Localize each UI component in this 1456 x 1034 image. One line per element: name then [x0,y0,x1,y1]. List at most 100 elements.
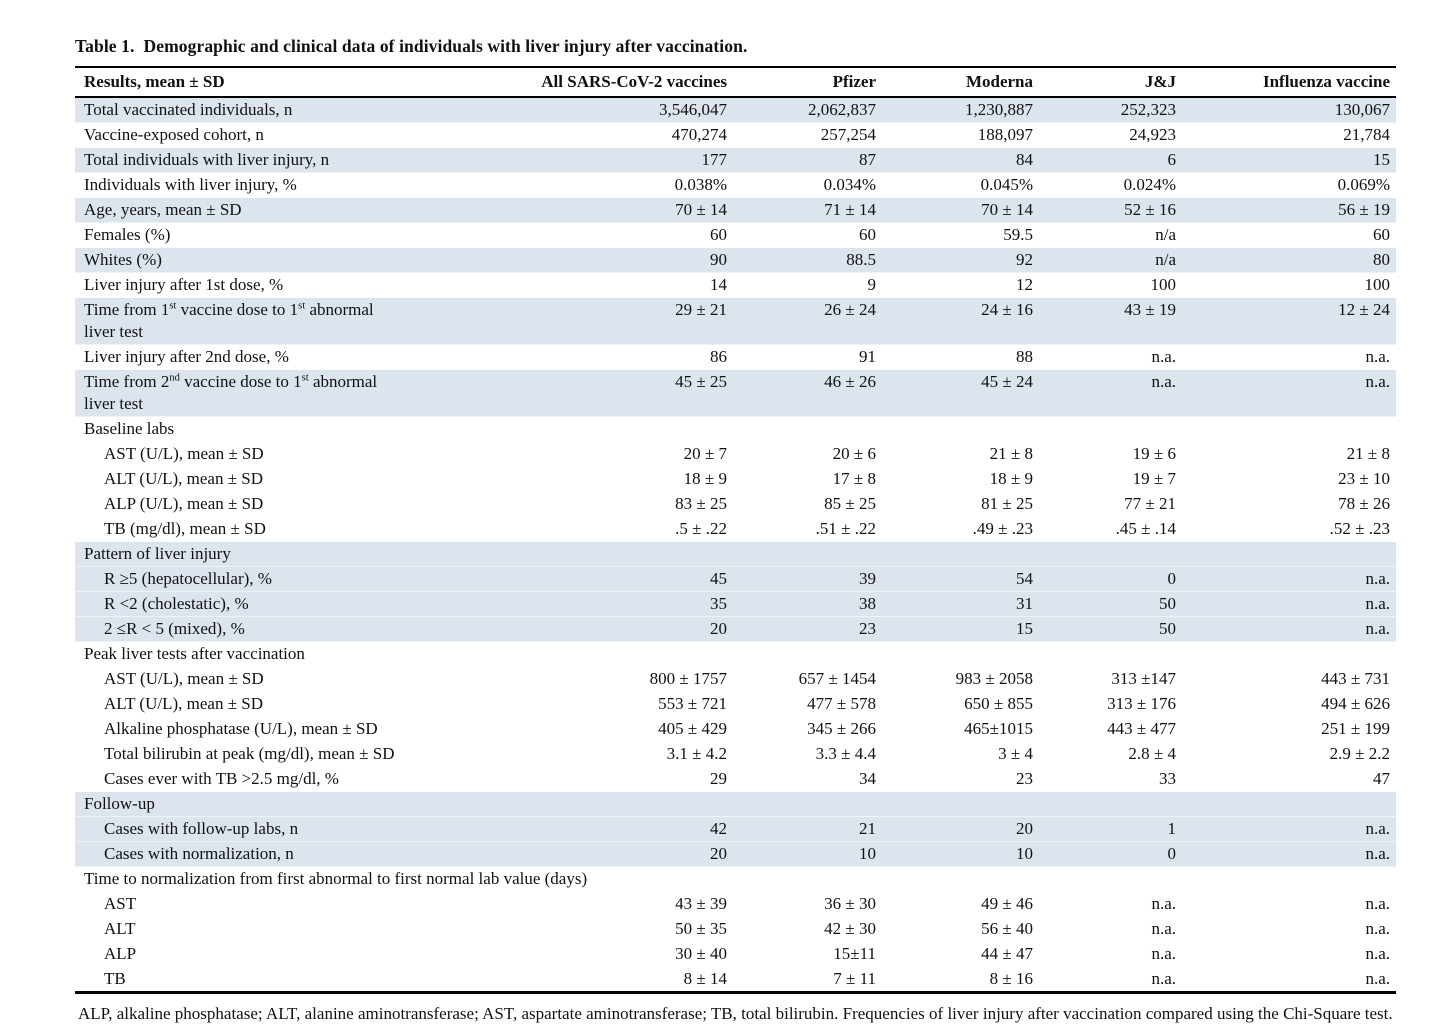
cell-value: 44 ± 47 [981,944,1033,963]
cell-value: 60 [859,225,876,244]
cell-value: 0 [1167,844,1177,863]
cell-value: 10 [1016,844,1033,863]
cell-value: .52 ± .23 [1329,519,1390,538]
cell-value: 49 ± 46 [981,894,1033,913]
cell-value: 12 [1016,275,1033,294]
cell-value: n.a. [1365,347,1390,366]
table-row: Cases with follow-up labs, n 42 21 20 1 n.a. [75,816,1396,842]
cell-value: 21 ± 8 [1346,444,1390,463]
cell-value: n.a. [1151,894,1176,913]
row-label: Pattern of liver injury [84,544,231,563]
table-row: Total individuals with liver injury, n 17… [75,147,1396,173]
column-header: Moderna [876,67,1033,98]
table-row: Liver injury after 2nd dose, % 86 91 88 n.a.… [75,344,1396,370]
row-label: Time from 1st vaccine dose to 1st abnorm… [84,300,374,341]
cell-value: 20 [710,844,727,863]
cell-value: 33 [1159,769,1176,788]
cell-value: 313 ± 176 [1107,694,1176,713]
cell-value: .45 ± .14 [1115,519,1176,538]
table-header: Results, mean ± SD All SARS-CoV-2 vaccine… [75,67,1396,98]
cell-value: 3.1 ± 4.2 [666,744,727,763]
cell-value: 46 ± 26 [824,372,876,391]
row-label: TB (mg/dl), mean ± SD [104,519,266,538]
row-label: Age, years, mean ± SD [84,200,242,219]
cell-value: n.a. [1365,969,1390,988]
cell-value: 14 [710,275,727,294]
row-label: Peak liver tests after vaccination [84,644,305,663]
cell-value: n/a [1155,225,1176,244]
row-label: Females (%) [84,225,171,244]
cell-value: .49 ± .23 [972,519,1033,538]
cell-value: 20 [1016,819,1033,838]
cell-value: n.a. [1365,372,1390,391]
table-row: TB (mg/dl), mean ± SD .5 ± .22 .51 ± .22 .4… [75,516,1396,542]
cell-value: n.a. [1365,619,1390,638]
row-label: Total vaccinated individuals, n [84,100,293,119]
cell-value: 45 ± 24 [981,372,1033,391]
cell-value: 313 ±147 [1111,669,1176,688]
cell-value: 45 ± 25 [675,372,727,391]
paper-table-figure: Table 1. Demographic and clinical data of… [75,0,1397,1026]
cell-value: 77 ± 21 [1124,494,1176,513]
cell-value: 50 [1159,594,1176,613]
cell-value: 60 [710,225,727,244]
table-row: Alkaline phosphatase (U/L), mean ± SD 405… [75,716,1396,742]
row-label: ALT (U/L), mean ± SD [104,469,264,488]
cell-value: 24 ± 16 [981,300,1033,319]
data-table: Results, mean ± SD All SARS-CoV-2 vaccine… [75,66,1396,994]
cell-value: 0.034% [823,175,876,194]
cell-value: 88.5 [846,250,876,269]
section-row: Pattern of liver injury [75,541,1396,567]
cell-value: 56 ± 40 [981,919,1033,938]
cell-value: 1 [1167,819,1177,838]
cell-value: 87 [859,150,876,169]
cell-value: 38 [859,594,876,613]
row-label: Alkaline phosphatase (U/L), mean ± SD [104,719,378,738]
cell-value: 60 [1373,225,1390,244]
cell-value: 43 ± 39 [675,894,727,913]
cell-value: 26 ± 24 [824,300,876,319]
cell-value: n.a. [1365,819,1390,838]
cell-value: 3,546,047 [659,100,727,119]
table-row: Time from 1st vaccine dose to 1st abnorm… [75,297,1396,345]
cell-value: n/a [1155,250,1176,269]
cell-value: n.a. [1365,919,1390,938]
cell-value: 345 ± 266 [807,719,876,738]
row-label: Total bilirubin at peak (mg/dl), mean ± … [104,744,395,763]
cell-value: 83 ± 25 [675,494,727,513]
cell-value: 18 ± 9 [683,469,727,488]
cell-value: 15±11 [833,944,876,963]
superscript: st [169,300,177,312]
cell-value: 36 ± 30 [824,894,876,913]
cell-value: 92 [1016,250,1033,269]
cell-value: 0.038% [674,175,727,194]
table-row: Whites (%) 90 88.5 92 n/a 80 [75,247,1396,273]
cell-value: 70 ± 14 [675,200,727,219]
cell-value: 100 [1150,275,1177,294]
table-title: Table 1. Demographic and clinical data of… [75,0,1397,56]
cell-value: n.a. [1365,944,1390,963]
cell-value: 42 ± 30 [824,919,876,938]
row-label: ALT (U/L), mean ± SD [104,694,264,713]
cell-value: 21 [859,819,876,838]
cell-value: 470,274 [671,125,727,144]
cell-value: 18 ± 9 [989,469,1033,488]
footnote: ALP, alkaline phosphatase; ALT, alanine … [78,1004,1393,1023]
cell-value: 19 ± 6 [1132,444,1176,463]
cell-value: 20 ± 6 [832,444,876,463]
cell-value: 39 [859,569,876,588]
section-row: Follow-up [75,791,1396,817]
cell-value: 2.9 ± 2.2 [1329,744,1390,763]
cell-value: 657 ± 1454 [798,669,876,688]
row-label: Liver injury after 1st dose, % [84,275,284,294]
cell-value: n.a. [1151,347,1176,366]
cell-value: 91 [859,347,876,366]
row-label: Cases with follow-up labs, n [104,819,299,838]
cell-value: 84 [1016,150,1033,169]
cell-value: 15 [1016,619,1033,638]
cell-value: 130,067 [1334,100,1390,119]
row-label: 2 ≤R < 5 (mixed), % [104,619,245,638]
cell-value: 257,254 [820,125,876,144]
cell-value: n.a. [1365,894,1390,913]
table-row: Total vaccinated individuals, n 3,546,047… [75,97,1396,123]
